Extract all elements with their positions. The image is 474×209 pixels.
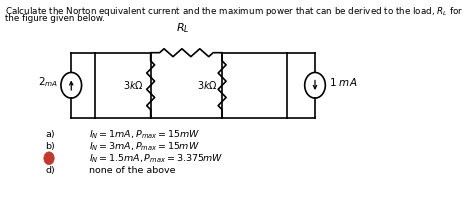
Text: $I_N = 1.5mA, P_{max} = 3.375mW$: $I_N = 1.5mA, P_{max} = 3.375mW$ [89,152,223,164]
Text: the figure given below.: the figure given below. [5,14,105,23]
Text: $R_L$: $R_L$ [176,21,189,35]
Text: Calculate the Norton equivalent current and the maximum power that can be derive: Calculate the Norton equivalent current … [5,5,464,18]
Text: none of the above: none of the above [89,166,175,175]
Text: d): d) [45,166,55,175]
Circle shape [44,152,54,165]
Text: $2_{mA}$: $2_{mA}$ [37,75,58,89]
Text: b): b) [45,142,55,151]
Text: $1\ mA$: $1\ mA$ [328,76,357,88]
Text: $3k\Omega$: $3k\Omega$ [124,79,144,91]
Text: $3k\Omega$: $3k\Omega$ [197,79,218,91]
Text: $I_N = 1mA, P_{max} = 15mW$: $I_N = 1mA, P_{max} = 15mW$ [89,128,200,141]
Text: $I_N = 3mA, P_{max} = 15mW$: $I_N = 3mA, P_{max} = 15mW$ [89,140,200,153]
Text: a): a) [45,130,55,139]
